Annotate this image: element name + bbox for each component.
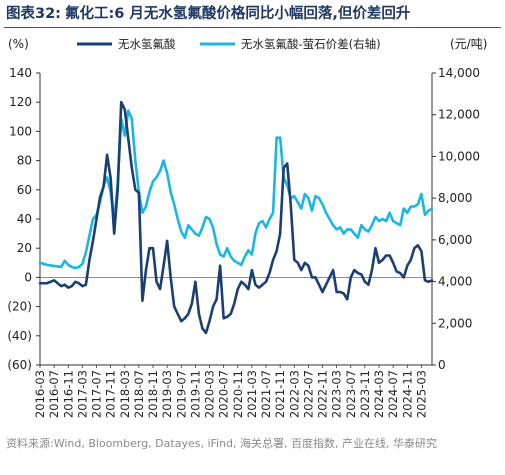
x-tick-label: 2017-07 [90,370,104,418]
right-tick-label: 12,000 [438,108,480,122]
left-tick-label: 80 [17,154,32,168]
x-tick-label: 2019-03 [160,370,174,418]
right-axis-unit: (元/吨) [450,37,487,51]
title-divider [4,27,501,28]
right-tick-label: 4,000 [438,275,472,289]
figure-number: 图表32: [6,6,61,22]
figure-title-text: 氟化工:6 月无水氢氟酸价格同比小幅回落,但价差回升 [64,6,411,22]
figure-title: 图表32: 氟化工:6 月无水氢氟酸价格同比小幅回落,但价差回升 [6,3,499,27]
chart-frame [39,73,433,366]
legend-label-series-1: 无水氢氟酸 [118,37,176,51]
x-tick-label: 2024-07 [386,370,400,418]
series-lines [38,100,434,335]
x-tick-label: 2016-11 [61,370,75,418]
left-tick-label: (40) [7,329,32,343]
series-line-2 [38,109,434,270]
left-tick-label: 140 [9,66,32,80]
x-tick-label: 2016-03 [33,370,47,418]
right-tick-label: 8,000 [438,191,472,205]
left-tick-label: 20 [17,241,32,255]
right-tick-label: 2,000 [438,316,472,330]
left-tick-label: 40 [17,212,32,226]
x-tick-label: 2020-03 [203,370,217,418]
left-tick-label: 60 [17,183,32,197]
legend-label-series-2: 无水氢氟酸-萤石价差(右轴) [241,37,381,51]
left-tick-label: (20) [7,300,32,314]
x-tick-label: 2019-07 [174,370,188,418]
right-tick-label: 0 [438,358,446,372]
x-tick-label: 2025-03 [414,370,428,418]
x-tick-label: 2018-11 [146,370,160,418]
x-tick-label: 2022-11 [316,370,330,418]
right-axis: 14,000 12,000 10,000 8,000 6,000 4,000 2,000 0 [432,66,480,372]
legend: 无水氢氟酸 无水氢氟酸-萤石价差(右轴) [77,37,381,51]
series-line-1 [38,100,434,335]
x-tick-label: 2017-11 [104,370,118,418]
x-tick-label: 2022-03 [287,370,301,418]
x-axis: 2016-03 2016-07 2016-11 2017-03 2017-07 2017-… [33,365,428,418]
right-tick-label: 10,000 [438,149,480,163]
x-tick-label: 2023-11 [358,370,372,418]
left-tick-label: (60) [7,358,32,372]
x-tick-label: 2020-11 [231,370,245,418]
x-tick-label: 2017-03 [75,370,89,418]
x-tick-label: 2018-07 [132,370,146,418]
x-tick-label: 2024-03 [372,370,386,418]
source-note: 资料来源:Wind, Bloomberg, Datayes, iFind, 海关… [6,437,438,450]
x-tick-label: 2021-11 [273,370,287,418]
x-tick-label: 2020-07 [217,370,231,418]
x-tick-label: 2022-07 [301,370,315,418]
left-tick-label: 100 [9,124,32,138]
x-tick-label: 2023-07 [344,370,358,418]
x-tick-label: 2018-03 [118,370,132,418]
left-tick-label: 0 [24,270,32,284]
x-tick-label: 2019-11 [188,370,202,418]
right-tick-label: 6,000 [438,233,472,247]
left-tick-label: 120 [9,95,32,109]
x-tick-label: 2024-11 [400,370,414,418]
left-axis: 140 120 100 80 60 40 20 0 (20) (40) (60) [7,66,40,372]
x-tick-label: 2023-03 [330,370,344,418]
x-tick-label: 2021-03 [245,370,259,418]
right-tick-label: 14,000 [438,66,480,80]
x-tick-label: 2016-07 [47,370,61,418]
left-axis-unit: (%) [8,37,29,51]
x-tick-label: 2021-07 [259,370,273,418]
